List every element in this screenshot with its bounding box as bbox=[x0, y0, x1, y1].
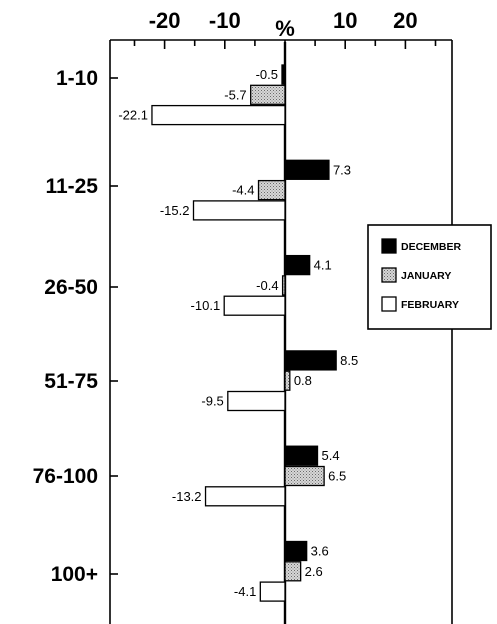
data-label: -4.4 bbox=[232, 183, 254, 198]
legend-swatch-january bbox=[381, 267, 397, 283]
data-label: -22.1 bbox=[118, 108, 148, 123]
bar-february bbox=[227, 390, 286, 412]
legend-swatch-december bbox=[381, 238, 397, 254]
data-label: -4.1 bbox=[234, 584, 256, 599]
category-label: 100+ bbox=[51, 563, 98, 586]
data-label: 8.5 bbox=[340, 353, 358, 368]
category-label: 11-25 bbox=[45, 175, 98, 198]
bar-february bbox=[192, 200, 286, 221]
data-label: 3.6 bbox=[311, 544, 329, 559]
bar-january bbox=[284, 561, 302, 582]
data-label: 4.1 bbox=[314, 258, 332, 273]
bar-january bbox=[281, 275, 286, 296]
bar-february bbox=[223, 295, 286, 316]
category-label: 1-10 bbox=[56, 67, 98, 90]
x-tick-label: 20 bbox=[393, 8, 417, 33]
data-label: 7.3 bbox=[333, 162, 351, 177]
bar-january bbox=[284, 465, 325, 487]
legend-label-february: FEBRUARY bbox=[401, 299, 459, 311]
bar-december bbox=[284, 350, 337, 371]
category-label: 26-50 bbox=[44, 276, 98, 299]
data-label: -10.1 bbox=[191, 298, 221, 313]
data-label: -13.2 bbox=[172, 489, 202, 504]
bar-december bbox=[281, 64, 286, 85]
legend-label-january: JANUARY bbox=[401, 270, 451, 282]
category-label: 76-100 bbox=[33, 465, 98, 488]
bar-february bbox=[151, 104, 286, 126]
bar-february bbox=[204, 486, 286, 507]
bar-december bbox=[284, 540, 308, 562]
data-label: -15.2 bbox=[160, 203, 190, 218]
bar-february bbox=[259, 581, 286, 602]
data-label: 5.4 bbox=[322, 448, 340, 463]
data-label: -0.4 bbox=[256, 278, 278, 293]
x-tick-label: -20 bbox=[149, 8, 181, 33]
data-label: -9.5 bbox=[201, 394, 223, 409]
data-label: 0.8 bbox=[294, 373, 312, 388]
bar-december bbox=[284, 159, 330, 180]
bar-december bbox=[284, 254, 311, 276]
bar-january bbox=[284, 370, 291, 391]
category-label: 51-75 bbox=[44, 370, 98, 393]
data-label: 2.6 bbox=[305, 564, 323, 579]
bar-december bbox=[284, 445, 319, 466]
legend-swatch-february bbox=[381, 296, 397, 312]
x-tick-label: -10 bbox=[209, 8, 241, 33]
legend-label-december: DECEMBER bbox=[401, 241, 462, 253]
bar-january bbox=[250, 84, 286, 105]
data-label: -0.5 bbox=[256, 67, 278, 82]
x-tick-label: 10 bbox=[333, 8, 357, 33]
data-label: -5.7 bbox=[224, 87, 246, 102]
unit-label: % bbox=[275, 16, 295, 41]
bar-january bbox=[257, 179, 286, 201]
data-label: 6.5 bbox=[328, 469, 346, 484]
